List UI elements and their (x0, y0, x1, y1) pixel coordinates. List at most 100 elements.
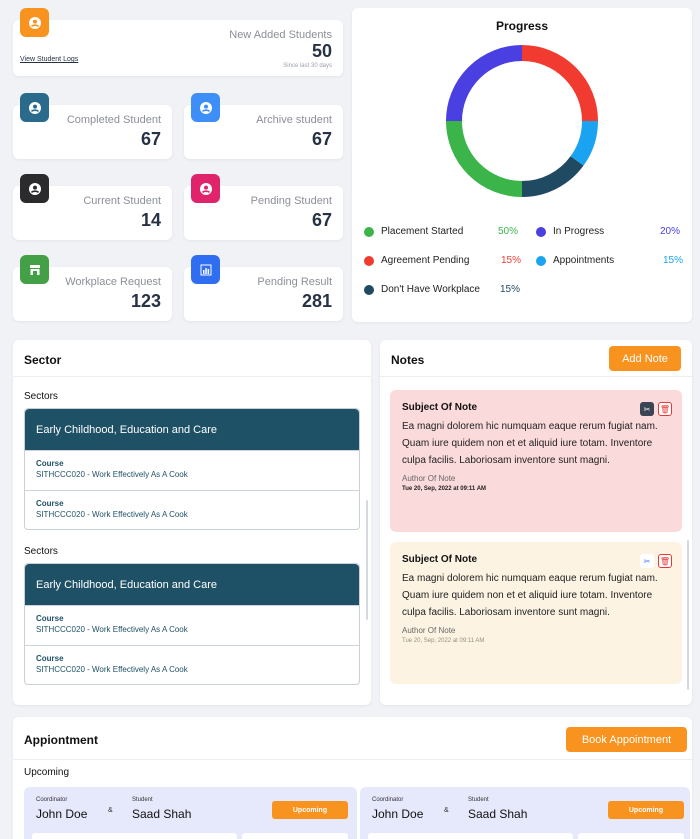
legend-label: Agreement Pending (381, 255, 470, 266)
appointment-card: Appiontment Book Appointment Upcoming Co… (13, 717, 692, 839)
legend-pct: 20% (660, 226, 681, 237)
student-icon (20, 93, 49, 122)
student-role: Student (468, 797, 489, 803)
coordinator-role: Coordinator (36, 797, 68, 803)
progress-title: Progress (495, 19, 549, 33)
donut-segment-in-progress (446, 45, 523, 122)
appointment-divider (13, 759, 692, 760)
legend-placement-started: Placement Started (364, 226, 463, 237)
upcoming-badge: Upcoming (608, 801, 684, 819)
appointment-title: Appiontment (24, 733, 98, 747)
student-icon (20, 174, 49, 203)
new-added-students-card: New Added Students 50 Since last 30 days… (13, 8, 343, 76)
note-author: Author Of Note (402, 626, 456, 635)
new-added-label: New Added Students (229, 29, 332, 41)
note-body: Ea magni dolorem hic numquam eaque rerum… (402, 573, 658, 618)
workplace-label: Workplace Request (65, 276, 161, 288)
note-title: Subject Of Note (402, 554, 478, 565)
progress-card: Progress Placement Started 50% In Progre… (352, 8, 692, 322)
course-item[interactable]: Course SITHCCC020 - Work Effectively As … (25, 645, 359, 684)
notes-title: Notes (391, 353, 425, 367)
delete-icon[interactable]: 🗑 (658, 402, 672, 416)
sectors-heading: Sectors (24, 391, 58, 402)
legend-dot (364, 255, 374, 266)
pin-icon[interactable]: ✂ (640, 554, 654, 568)
archive-value: 67 (311, 129, 332, 149)
course-value: SITHCCC020 - Work Effectively As A Cook (36, 470, 188, 479)
legend-pct: 15% (500, 284, 521, 295)
course-value: SITHCCC020 - Work Effectively As A Cook (36, 625, 188, 634)
note-item: Subject Of Note ✂ 🗑 Ea magni dolorem hic… (390, 390, 682, 532)
student-icon (191, 93, 220, 122)
legend-pct: 50% (498, 226, 519, 237)
student-icon (20, 8, 49, 37)
course-value: SITHCCC020 - Work Effectively As A Cook (36, 665, 188, 674)
sector-name[interactable]: Early Childhood, Education and Care (25, 409, 359, 450)
sector-name[interactable]: Early Childhood, Education and Care (25, 564, 359, 605)
archive-student-card: Archive student 67 (184, 93, 343, 159)
legend-label: Don't Have Workplace (381, 284, 480, 295)
course-value: SITHCCC020 - Work Effectively As A Cook (36, 510, 188, 519)
current-student-card: Current Student 14 (13, 174, 172, 240)
pending-label: Pending Student (250, 195, 332, 207)
pending-result-value: 281 (301, 291, 332, 311)
view-student-logs-link[interactable]: View Student Logs (20, 56, 79, 63)
legend-dot (364, 226, 374, 237)
donut-segment-appointments (570, 120, 598, 166)
legend-label: Placement Started (381, 226, 464, 237)
sector-title: Sector (24, 353, 62, 367)
note-title: Subject Of Note (402, 402, 478, 413)
pending-result-label: Pending Result (257, 276, 332, 288)
sector-divider (13, 376, 371, 377)
upcoming-heading: Upcoming (24, 767, 70, 778)
appointment-date-strip (368, 833, 573, 839)
legend-pct: 15% (501, 255, 522, 266)
pending-student-card: Pending Student 67 (184, 174, 343, 240)
sector-group: Early Childhood, Education and Care Cour… (24, 408, 360, 530)
delete-icon[interactable]: 🗑 (658, 554, 672, 568)
current-value: 14 (140, 210, 161, 230)
course-label: Course (36, 499, 64, 508)
appointment-item[interactable]: Coordinator John Doe & Student Saad Shah… (360, 787, 690, 839)
legend-agreement-pending: Agreement Pending (364, 255, 469, 266)
course-label: Course (36, 459, 64, 468)
course-item[interactable]: Course SITHCCC020 - Work Effectively As … (25, 605, 359, 645)
pending-result-card: Pending Result 281 (184, 255, 343, 321)
appointment-date-strip (32, 833, 237, 839)
appointment-time-strip (242, 833, 348, 839)
legend-dot (536, 255, 546, 266)
student-role: Student (132, 797, 153, 803)
course-item[interactable]: Course SITHCCC020 - Work Effectively As … (25, 490, 359, 529)
legend-pct: 15% (663, 255, 684, 266)
legend-label: Appointments (553, 255, 615, 266)
notes-scrollbar[interactable] (687, 540, 689, 690)
appointment-time-strip (578, 833, 684, 839)
pending-value: 67 (311, 210, 332, 230)
course-item[interactable]: Course SITHCCC020 - Work Effectively As … (25, 450, 359, 490)
add-note-button[interactable]: Add Note (609, 346, 681, 371)
note-date: Tue 20, Sep, 2022 at 09:11 AM (402, 486, 487, 492)
upcoming-badge: Upcoming (272, 801, 348, 819)
course-label: Course (36, 654, 64, 663)
coordinator-name: John Doe (372, 807, 424, 821)
appointment-item[interactable]: Coordinator John Doe & Student Saad Shah… (24, 787, 357, 839)
sectors-heading: Sectors (24, 546, 58, 557)
completed-label: Completed Student (66, 114, 161, 126)
pin-icon[interactable]: ✂ (640, 402, 654, 416)
coordinator-role: Coordinator (372, 797, 404, 803)
workplace-value: 123 (130, 291, 161, 311)
note-date: Tue 20, Sep, 2022 at 09:11 AM (402, 638, 485, 644)
coordinator-name: John Doe (36, 807, 88, 821)
book-appointment-button[interactable]: Book Appointment (566, 727, 687, 752)
student-name: Saad Shah (468, 807, 528, 821)
store-icon (20, 255, 49, 284)
note-item: Subject Of Note ✂ 🗑 Ea magni dolorem hic… (390, 542, 682, 684)
course-label: Course (36, 614, 64, 623)
sector-scrollbar[interactable] (366, 500, 368, 620)
student-name: Saad Shah (132, 807, 192, 821)
sector-group: Early Childhood, Education and Care Cour… (24, 563, 360, 685)
ampersand: & (108, 807, 113, 814)
notes-divider (380, 376, 692, 377)
workplace-request-card: Workplace Request 123 (13, 255, 172, 321)
progress-donut-chart (446, 45, 598, 197)
